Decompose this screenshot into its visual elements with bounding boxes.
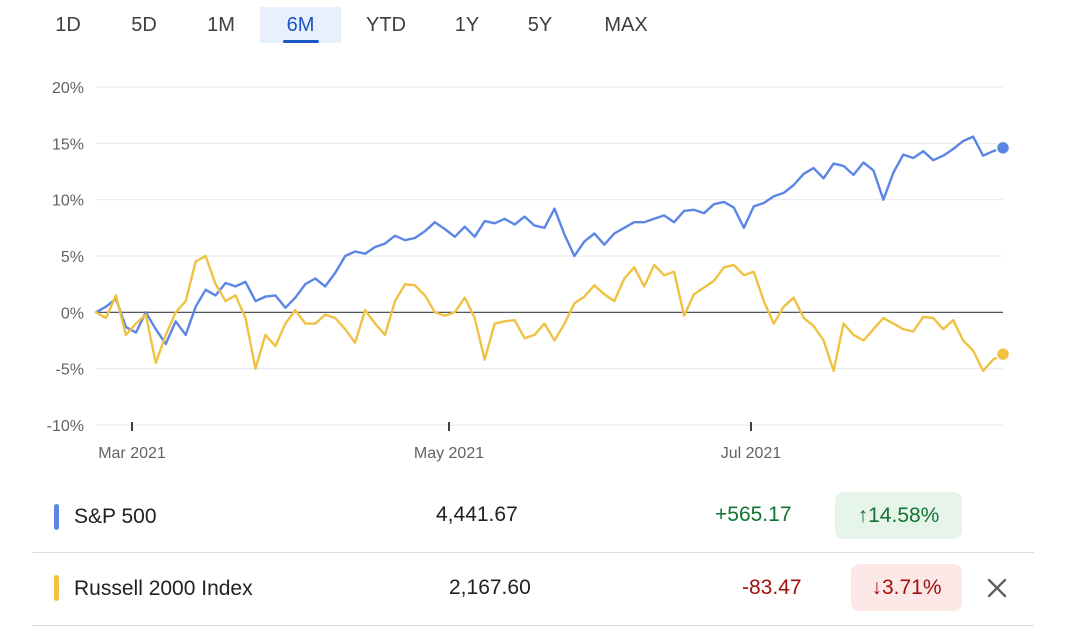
series-line-0 [94, 135, 1005, 346]
active-tab-indicator [282, 40, 319, 43]
tab-label: YTD [366, 14, 406, 36]
series-name: Russell 2000 Index [74, 577, 253, 600]
legend-row-russell2000: Russell 2000 Index 2,167.60 -83.47 ↓3.71… [32, 553, 1034, 626]
x-tick-label: Mar 2021 [98, 445, 166, 462]
tab-1y[interactable]: 1Y [446, 7, 488, 43]
range-tabs: 1D 5D 1M 6M YTD 1Y 5Y MAX [0, 0, 1068, 50]
tab-6m[interactable]: 6M [260, 7, 341, 43]
tab-max[interactable]: MAX [592, 7, 660, 43]
tab-label: 1Y [454, 14, 480, 36]
tab-1d[interactable]: 1D [48, 7, 88, 43]
series-line-1 [94, 254, 1005, 373]
series-color-swatch [54, 575, 59, 601]
change-value: +565.17 [715, 503, 792, 526]
percent-change-badge: ↑14.58% [835, 492, 962, 539]
percent-change-value: 3.71% [881, 576, 942, 599]
price-value: 4,441.67 [436, 503, 518, 526]
close-icon[interactable] [982, 573, 1012, 603]
legend-row-sp500: S&P 500 4,441.67 +565.17 ↑14.58% [32, 480, 1034, 553]
tab-label: 6M [286, 14, 315, 36]
tab-label: 1D [55, 14, 81, 36]
tab-ytd[interactable]: YTD [356, 7, 416, 43]
tab-label: 1M [207, 14, 235, 36]
arrow-down-icon: ↓ [871, 576, 882, 599]
close-icon-glyph [987, 578, 1007, 598]
series-end-marker-1 [995, 346, 1011, 362]
tab-1m[interactable]: 1M [198, 7, 244, 43]
y-tick-label: 15% [52, 136, 84, 153]
x-tick-label: May 2021 [414, 445, 484, 462]
tab-5y[interactable]: 5Y [517, 7, 563, 43]
price-value: 2,167.60 [449, 576, 531, 599]
tab-label: 5D [131, 14, 157, 36]
y-tick-label: 5% [61, 249, 84, 266]
change-value: -83.47 [742, 576, 802, 599]
series-name: S&P 500 [74, 505, 157, 528]
percent-change-value: 14.58% [868, 504, 940, 527]
arrow-up-icon: ↑ [857, 504, 869, 527]
tab-label: 5Y [527, 14, 553, 36]
x-tick-label: Jul 2021 [721, 445, 782, 462]
tab-5d[interactable]: 5D [121, 7, 167, 43]
price-chart: 20% 15% 10% 5% 0% -5% -10% Mar 2021 May 2021 Jul … [47, 80, 1011, 462]
y-tick-label: -10% [47, 418, 84, 435]
y-tick-label: -5% [56, 362, 84, 379]
percent-change-badge: ↓3.71% [851, 564, 962, 611]
tab-label: MAX [604, 14, 648, 36]
y-tick-label: 10% [52, 193, 84, 210]
series-end-marker-0 [995, 140, 1011, 156]
series-color-swatch [54, 504, 59, 530]
y-tick-label: 0% [61, 305, 84, 322]
y-tick-label: 20% [52, 80, 84, 97]
